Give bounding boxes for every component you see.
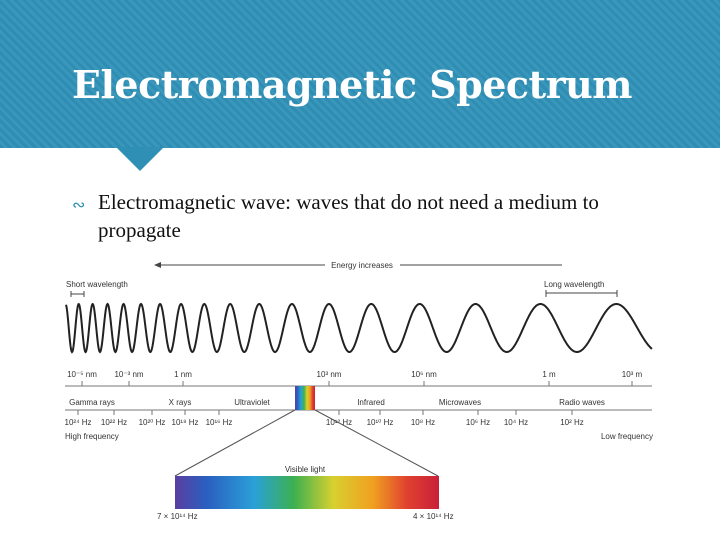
band-label: Gamma rays	[69, 398, 115, 407]
band-label: Radio waves	[559, 398, 605, 407]
visible-right-freq: 4 × 10¹⁴ Hz	[413, 512, 454, 521]
band-label: Infrared	[357, 398, 385, 407]
visible-band	[295, 386, 315, 410]
low-frequency-label: Low frequency	[601, 432, 653, 441]
visible-left-freq: 7 × 10¹⁴ Hz	[157, 512, 198, 521]
wavelength-label: 10⁻³ nm	[114, 370, 143, 379]
frequency-label: 10⁸ Hz	[411, 418, 435, 427]
bullet-definition: : waves that do not need a medium to pro…	[98, 190, 599, 242]
slide-title: Electromagnetic Spectrum	[72, 62, 632, 107]
band-label: X rays	[169, 398, 192, 407]
wavelength-label: 10⁻⁵ nm	[67, 370, 97, 379]
bullet-wave-icon: ∾	[72, 197, 86, 214]
long-wavelength-bracket	[545, 290, 618, 297]
bullet-term: Electromagnetic wave	[98, 190, 286, 214]
frequency-label: 10¹⁶ Hz	[206, 418, 233, 427]
visible-light-label: Visible light	[285, 465, 326, 474]
zoom-line-right	[314, 409, 439, 477]
wavelength-label: 10⁶ nm	[411, 370, 437, 379]
energy-label: Energy increases	[331, 261, 393, 270]
short-wavelength-label: Short wavelength	[66, 280, 128, 289]
bullet-point: ∾ Electromagnetic wave: waves that do no…	[72, 188, 634, 244]
zoom-line-left	[174, 409, 296, 477]
header-banner	[0, 0, 720, 148]
wavelength-label: 10³ m	[622, 370, 643, 379]
band-label: Ultraviolet	[234, 398, 270, 407]
wavelength-label: 1 nm	[174, 370, 192, 379]
wave-curve	[65, 302, 653, 354]
visible-spectrum-bar	[175, 476, 439, 509]
header-notch	[116, 147, 164, 171]
frequency-label: 10²⁴ Hz	[65, 418, 92, 427]
frequency-label: 10⁴ Hz	[504, 418, 528, 427]
frequency-label: 10²² Hz	[101, 418, 127, 427]
bullet-text: Electromagnetic wave: waves that do not …	[74, 188, 634, 244]
frequency-label: 10²⁰ Hz	[139, 418, 166, 427]
short-wavelength-bracket	[70, 291, 85, 297]
energy-arrowhead	[154, 262, 161, 268]
spectrum-axis: 10⁻⁵ nm 10⁻³ nm 1 nm 10³ nm 10⁶ nm 1 m 10³ m Ga…	[65, 370, 654, 441]
frequency-label: 10¹⁸ Hz	[172, 418, 199, 427]
band-label: Microwaves	[439, 398, 481, 407]
wavelength-label: 1 m	[542, 370, 556, 379]
high-frequency-label: High frequency	[65, 432, 119, 441]
long-wavelength-label: Long wavelength	[544, 280, 605, 289]
wavelength-label: 10³ nm	[317, 370, 342, 379]
frequency-label: 10⁶ Hz	[466, 418, 490, 427]
frequency-label: 10¹⁰ Hz	[367, 418, 394, 427]
frequency-label: 10² Hz	[560, 418, 584, 427]
